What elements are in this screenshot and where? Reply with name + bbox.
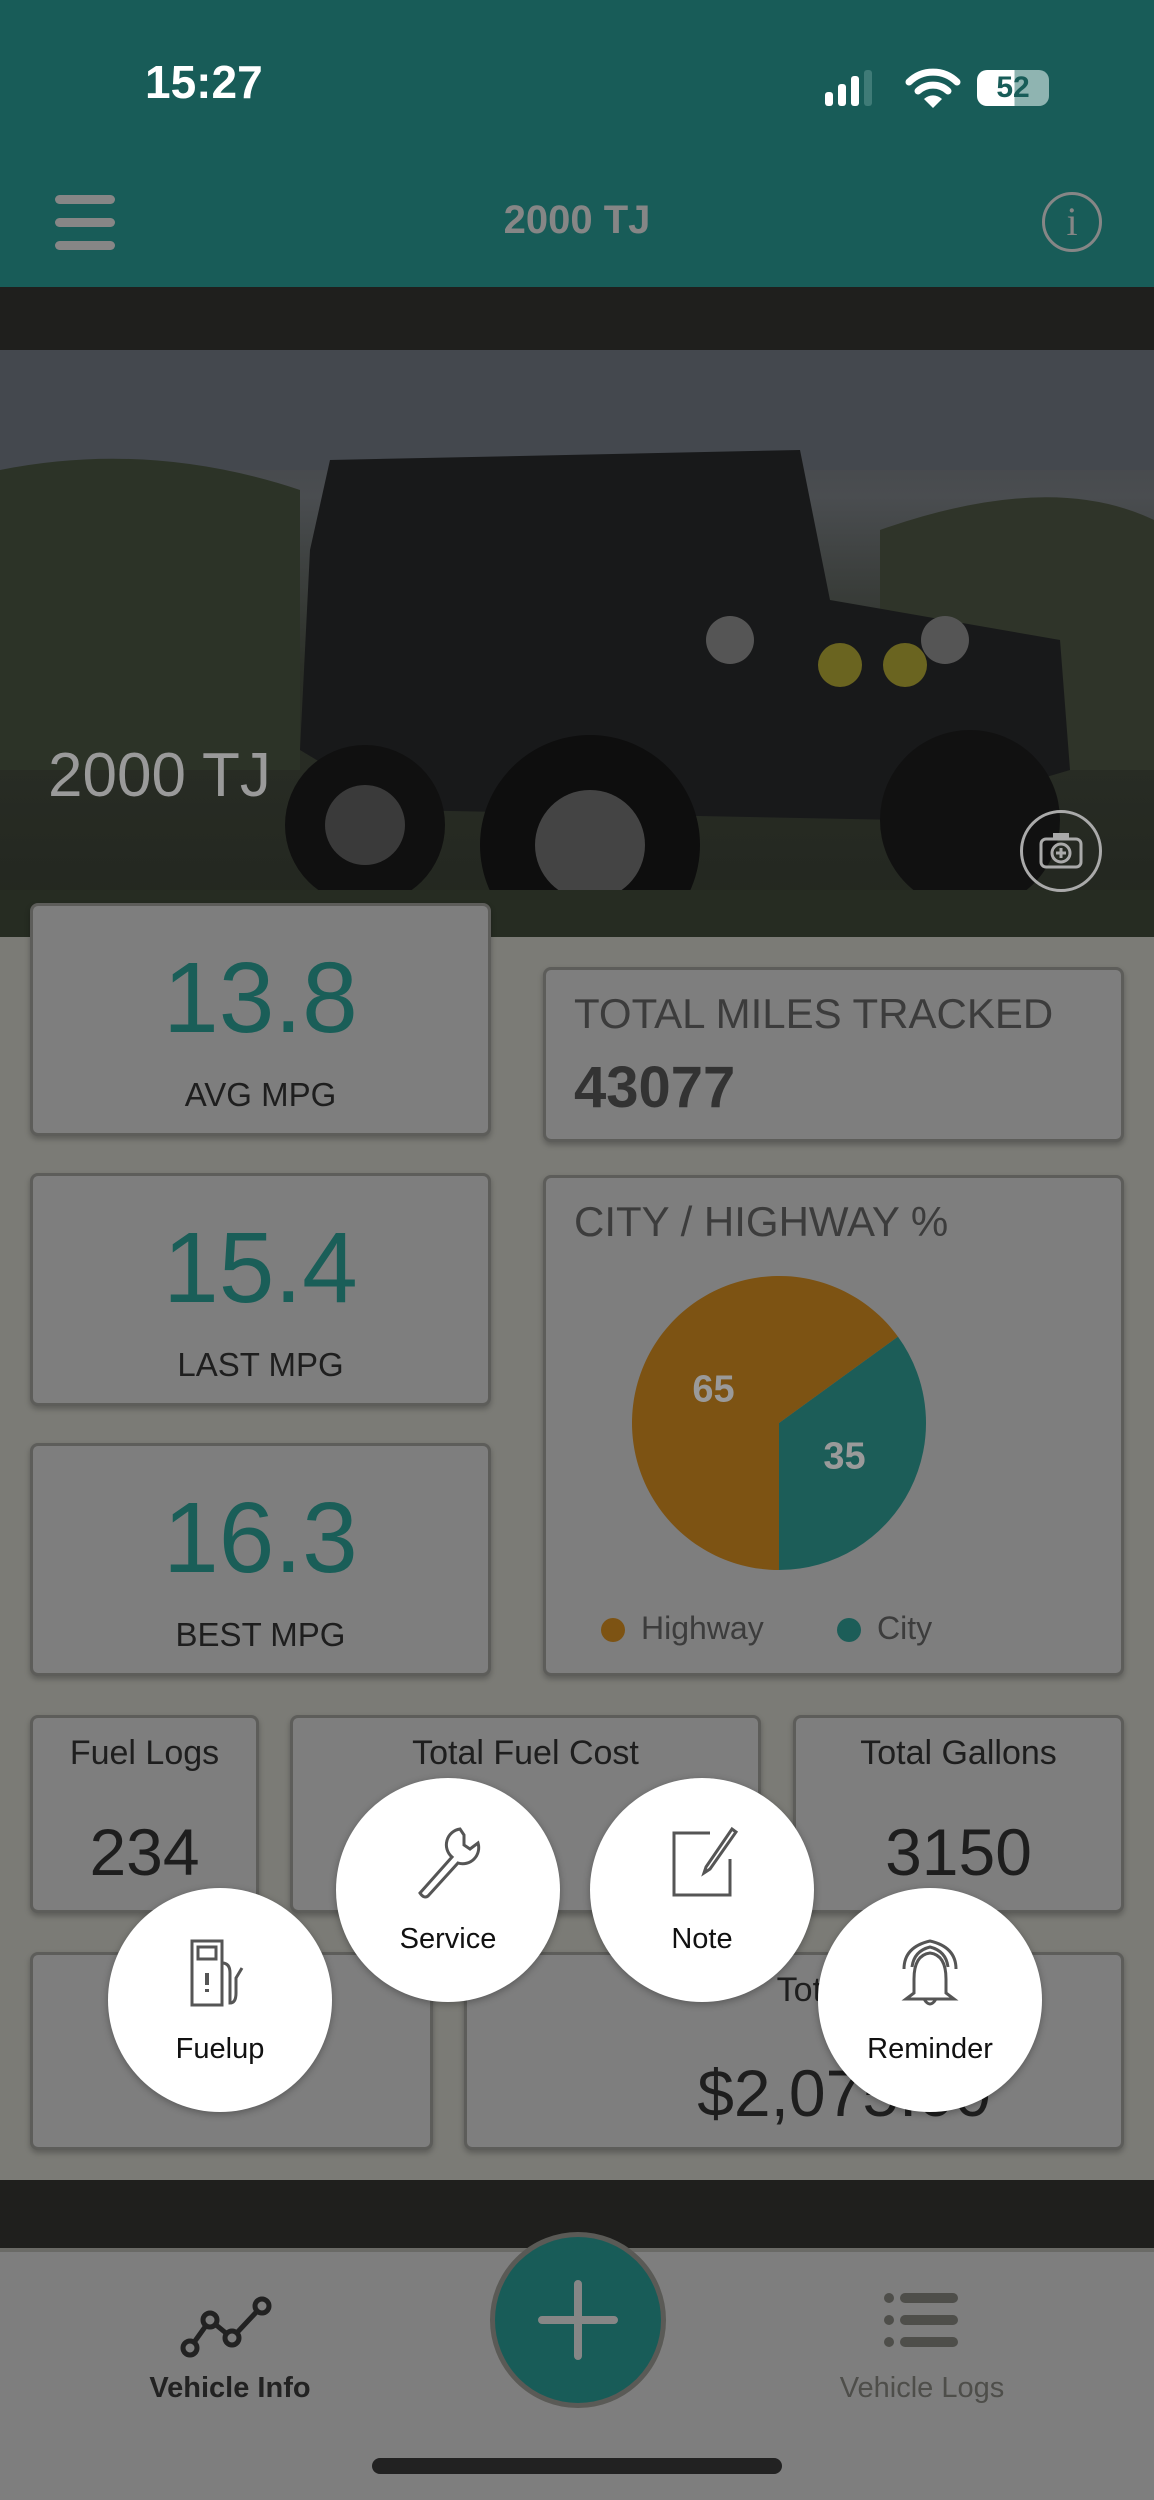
last-mpg-card: 15.4 LAST MPG [30,1173,491,1406]
wrench-icon [418,1827,481,1899]
last-mpg-label: LAST MPG [177,1346,344,1383]
fuelup-button[interactable]: Fuelup [108,1888,332,2112]
total-gallons-card: Total Gallons 3150 [793,1715,1124,1913]
vehicle-name-overlay: 2000 TJ [48,741,271,810]
battery-indicator: 52 [977,70,1049,106]
note-edit-icon [672,1826,739,1897]
last-mpg-value: 15.4 [163,1212,358,1324]
tab-vehicle-info-label: Vehicle Info [149,2372,311,2404]
total-fuel-cost-label: Total Fuel Cost [412,1734,639,1772]
note-button[interactable]: Note [590,1778,814,2002]
pie-label-city: 35 [823,1435,865,1477]
page-title: 2000 TJ [503,198,651,242]
best-mpg-label: BEST MPG [175,1616,346,1653]
chart-title: CITY / HIGHWAY % [574,1198,949,1245]
plus-icon [538,2280,618,2360]
fuel-logs-card: Fuel Logs 234 [30,1715,259,1913]
city-highway-card: CITY / HIGHWAY % 35 65 Highway City [543,1175,1124,1676]
status-time: 15:27 [145,56,263,108]
fuelup-label: Fuelup [175,2033,265,2065]
home-indicator[interactable] [372,2458,782,2474]
add-button[interactable] [490,2232,666,2408]
total-miles-card: TOTAL MILES TRACKED 43077 [543,967,1124,1142]
total-service-value: $2,075.00 [697,2056,991,2130]
fuel-logs-label: Fuel Logs [69,1734,220,1772]
avg-mpg-card: 13.8 AVG MPG [30,903,491,1136]
pie-label-highway: 65 [692,1369,734,1411]
service-button[interactable]: Service [336,1778,560,2002]
hamburger-icon[interactable] [55,195,115,251]
app-header [0,0,1154,287]
fuel-logs-value: 234 [89,1815,200,1889]
tab-vehicle-logs[interactable]: Vehicle Logs [802,2280,1042,2430]
best-mpg-value: 16.3 [163,1482,358,1594]
info-icon[interactable]: i [1042,192,1102,252]
pie-chart: 35 65 [632,1276,926,1570]
legend-label-highway: Highway [641,1610,764,1646]
line-chart-icon [180,2296,272,2358]
pie-slice-city [779,1336,926,1570]
best-mpg-card: 16.3 BEST MPG [30,1443,491,1676]
reminder-button[interactable]: Reminder [818,1888,1042,2112]
total-gallons-value: 3150 [885,1815,1032,1889]
avg-mpg-label: AVG MPG [184,1076,337,1113]
vehicle-photo [0,350,1154,937]
tab-vehicle-logs-label: Vehicle Logs [839,2372,1005,2404]
fuel-pump-icon [190,1939,244,2007]
pie-slice-highway [632,1276,898,1570]
total-miles-label: TOTAL MILES TRACKED [574,990,1054,1037]
legend-swatch-highway [601,1618,625,1642]
legend-label-city: City [877,1610,933,1646]
bell-ringing-icon [901,1939,959,2006]
jeep-silhouette [0,350,1154,937]
reminder-label: Reminder [867,2033,993,2065]
tab-vehicle-info[interactable]: Vehicle Info [110,2280,350,2430]
list-icon [884,2293,958,2347]
divider [0,287,1154,350]
total-miles-value: 43077 [574,1055,736,1120]
note-label: Note [671,1923,733,1955]
wifi-icon [905,68,961,108]
total-gallons-label: Total Gallons [860,1734,1057,1772]
camera-plus-icon[interactable] [1020,810,1102,892]
legend-swatch-city [837,1618,861,1642]
service-label: Service [399,1923,497,1955]
signal-icon [825,70,872,106]
avg-mpg-value: 13.8 [163,942,358,1054]
